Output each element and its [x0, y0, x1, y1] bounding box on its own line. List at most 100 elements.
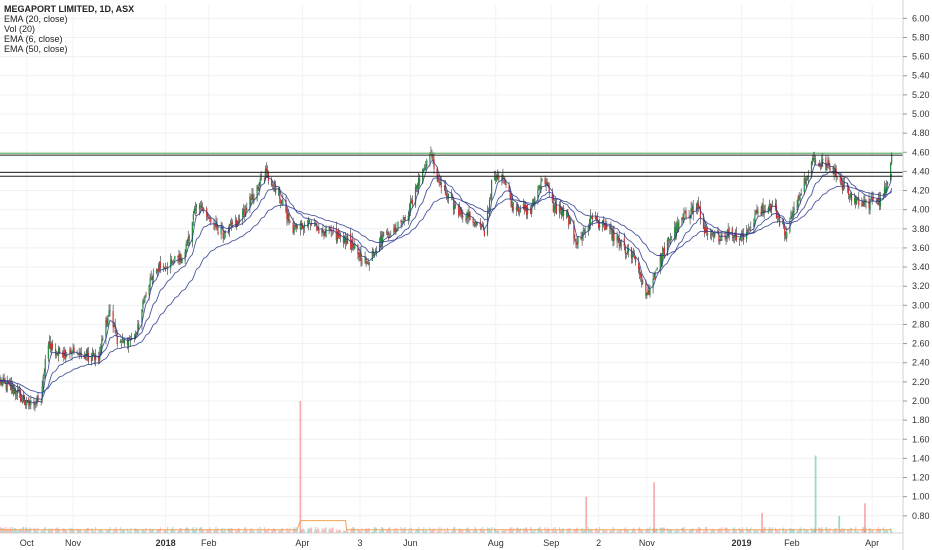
volume-bar: [828, 530, 830, 533]
candle: [609, 226, 611, 230]
volume-bar: [666, 528, 669, 533]
volume-bar: [198, 528, 201, 533]
volume-bar: [253, 530, 255, 533]
candle: [483, 230, 486, 236]
volume-bar: [113, 528, 115, 533]
candle: [705, 227, 708, 233]
volume-bar: [458, 530, 460, 533]
candle: [858, 198, 860, 206]
volume-bar: [122, 530, 125, 533]
volume-bar: [311, 528, 313, 533]
candle: [495, 176, 497, 180]
candle: [681, 217, 683, 221]
candle: [40, 401, 42, 403]
volume-bar: [827, 530, 829, 533]
volume-bar: [152, 528, 154, 533]
volume-bar: [174, 529, 176, 533]
volume-bar: [272, 527, 275, 533]
y-tick-label: 3.20: [912, 281, 930, 291]
volume-bar: [230, 527, 233, 533]
volume-bar: [655, 527, 657, 533]
candle: [655, 269, 657, 271]
volume-bar: [344, 530, 347, 533]
time-axis[interactable]: Oct Nov 2018 Feb Apr 3 Jun Aug Sep 2 Nov 2019 Feb Apr: [0, 532, 903, 548]
volume-bar: [654, 529, 656, 533]
volume-bar: [640, 529, 642, 533]
candle: [85, 350, 87, 357]
volume-bar: [738, 527, 741, 533]
volume-bar: [179, 528, 181, 533]
volume-spike: [814, 455, 817, 533]
volume-bar: [216, 529, 218, 533]
volume-bar: [613, 528, 615, 533]
candle: [760, 212, 762, 215]
candle: [839, 174, 841, 183]
volume-bar: [238, 527, 240, 533]
volume-bar: [782, 528, 784, 533]
volume-bar: [425, 530, 427, 533]
candle: [627, 248, 629, 253]
volume-bar: [27, 529, 29, 533]
candle: [541, 178, 543, 181]
candle: [408, 209, 410, 216]
candle: [286, 210, 288, 220]
candle: [343, 236, 346, 243]
candle: [508, 185, 510, 191]
candle: [581, 237, 583, 240]
ema-line-6: [0, 159, 893, 404]
volume-bar: [884, 529, 887, 533]
candle: [749, 229, 751, 231]
price-axis[interactable]: 6.00 5.80 5.60 5.40 5.20 5.00 4.80 4.60 4.40 4.20…: [902, 0, 932, 550]
candle: [1, 381, 3, 387]
volume-bar: [76, 528, 78, 533]
volume-bar: [553, 530, 555, 533]
volume-bar: [776, 530, 779, 533]
volume-bar: [26, 527, 28, 533]
candle: [616, 235, 618, 242]
candle: [366, 261, 368, 264]
volume-bar: [748, 529, 750, 533]
candle: [704, 226, 707, 233]
candle: [633, 256, 636, 259]
volume-bar: [229, 529, 231, 533]
volume-bar: [202, 529, 204, 533]
volume-bar: [94, 531, 96, 533]
candle: [137, 324, 139, 335]
candle: [5, 384, 7, 390]
volume-bar: [302, 528, 304, 533]
volume-bar: [419, 529, 421, 533]
candle: [533, 198, 535, 205]
volume-bar: [73, 528, 75, 533]
candle: [452, 199, 455, 210]
candle: [652, 278, 654, 289]
candle: [606, 224, 608, 229]
candle: [544, 178, 546, 184]
volume-bar: [611, 531, 613, 533]
candle: [489, 197, 492, 199]
candle: [250, 198, 252, 200]
volume-bar: [790, 527, 792, 533]
volume-bar: [330, 530, 332, 533]
volume-bar: [209, 527, 211, 533]
volume-bar: [79, 529, 81, 533]
volume-bar: [475, 528, 477, 533]
volume-bar: [328, 529, 330, 533]
volume-bar: [826, 527, 828, 533]
candle: [584, 230, 586, 232]
volume-bar: [761, 531, 763, 533]
candle: [342, 236, 345, 244]
candle: [843, 182, 845, 184]
volume-bar: [87, 527, 90, 533]
volume-bar: [358, 529, 360, 533]
volume-bar: [430, 530, 432, 533]
candle: [208, 216, 210, 219]
volume-bar: [645, 529, 647, 533]
candle: [806, 178, 808, 181]
candle: [281, 202, 283, 204]
volume-bar: [317, 527, 319, 533]
volume-bar: [606, 529, 608, 533]
candle: [530, 207, 532, 214]
y-tick-label: 3.60: [912, 243, 930, 253]
candle: [576, 242, 578, 245]
